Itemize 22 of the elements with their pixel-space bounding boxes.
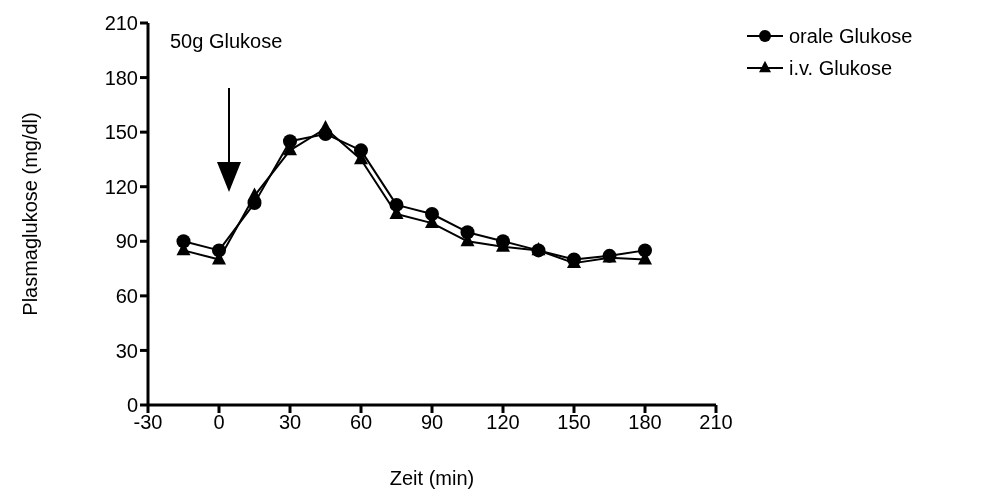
annotation: 50g Glukose bbox=[170, 30, 283, 53]
x-tick-label: 90 bbox=[420, 411, 444, 434]
y-tick-label: 180 bbox=[104, 66, 138, 89]
legend-label: orale Glukose bbox=[789, 24, 913, 48]
point bbox=[318, 120, 333, 134]
legend-label: i.v. Glukose bbox=[789, 56, 892, 80]
y-tick-label: 60 bbox=[115, 284, 138, 307]
y-axis-title: Plasmaglukose (mg/dl) bbox=[19, 112, 42, 316]
x-tick-label: 120 bbox=[486, 411, 520, 434]
y-tick-label: 120 bbox=[104, 175, 138, 198]
x-tick-label: 0 bbox=[213, 411, 225, 434]
x-axis-title: Zeit (min) bbox=[389, 467, 475, 489]
x-tick-label: 150 bbox=[557, 411, 591, 434]
x-tick-label: 30 bbox=[278, 411, 302, 434]
x-tick-label: 180 bbox=[628, 411, 662, 434]
y-tick-label: 150 bbox=[104, 121, 138, 144]
point bbox=[247, 187, 262, 201]
y-tick-label: 90 bbox=[115, 230, 138, 253]
y-tick-label: 30 bbox=[115, 339, 138, 362]
x-tick-label: 60 bbox=[349, 411, 373, 434]
x-tick-label: 210 bbox=[699, 411, 733, 434]
y-tick-label: 210 bbox=[104, 12, 138, 35]
